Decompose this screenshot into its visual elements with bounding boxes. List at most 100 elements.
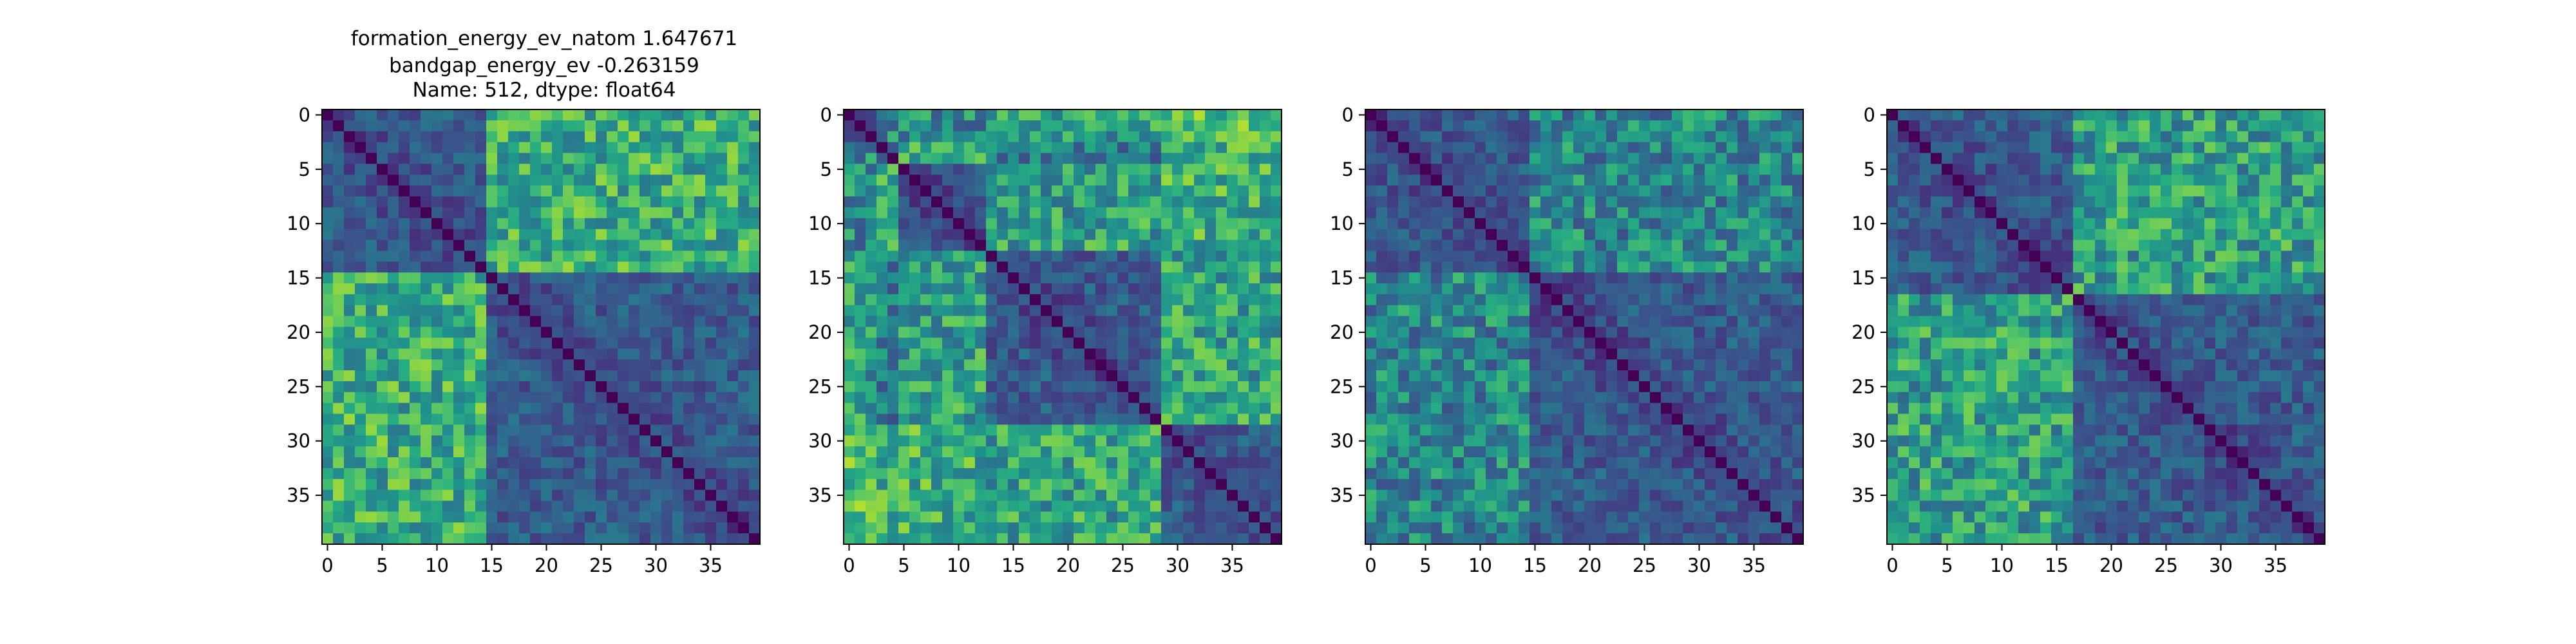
heatmap-cell: [1095, 109, 1107, 121]
heatmap-cell: [1041, 457, 1052, 469]
heatmap-cell: [1420, 435, 1432, 447]
heatmap-cell: [1139, 196, 1151, 208]
heatmap-cell: [639, 185, 651, 197]
heatmap-cell: [694, 435, 706, 447]
heatmap-cell: [1387, 109, 1399, 121]
heatmap-cell: [1453, 261, 1464, 273]
heatmap-cell: [997, 196, 1009, 208]
heatmap-cell: [1716, 446, 1727, 458]
heatmap-cell: [705, 261, 717, 273]
heatmap-cell: [1398, 109, 1410, 121]
heatmap-cell: [694, 240, 706, 251]
heatmap-cell: [2161, 120, 2172, 132]
heatmap-cell: [1573, 109, 1585, 121]
heatmap-cell: [1271, 533, 1282, 545]
heatmap-cell: [1183, 207, 1195, 219]
heatmap-cell: [1205, 153, 1217, 164]
heatmap-cell: [716, 175, 728, 186]
heatmap-cell: [1540, 468, 1552, 480]
heatmap-cell: [1508, 457, 1519, 469]
heatmap-cell: [1249, 424, 1260, 436]
heatmap-cell: [1172, 533, 1184, 545]
heatmap-cell: [1030, 294, 1041, 306]
heatmap-cell: [1161, 489, 1173, 502]
heatmap-cell: [1238, 251, 1249, 262]
heatmap-cell: [1672, 500, 1683, 512]
heatmap-cell: [1019, 272, 1030, 284]
heatmap-cell: [442, 316, 454, 328]
heatmap-cell: [486, 142, 498, 154]
heatmap-cell: [1453, 229, 1464, 241]
heatmap-cell: [953, 207, 965, 219]
heatmap-cell: [920, 294, 932, 306]
heatmap-cell: [1150, 251, 1162, 262]
heatmap-cell: [1431, 153, 1443, 164]
heatmap-cell: [727, 164, 739, 175]
heatmap-cell: [1519, 229, 1530, 241]
heatmap-cell: [1409, 468, 1421, 480]
heatmap-cell: [486, 283, 498, 295]
heatmap-cell: [629, 164, 640, 175]
heatmap-cell: [1216, 413, 1227, 425]
heatmap-cell: [1617, 522, 1629, 534]
heatmap-cell: [552, 500, 564, 512]
heatmap-cell: [574, 272, 585, 284]
heatmap-cell: [552, 392, 564, 404]
heatmap-cell: [497, 229, 509, 241]
heatmap-cell: [650, 185, 662, 197]
heatmap-cell: [975, 359, 987, 371]
heatmap-cell: [410, 348, 421, 360]
heatmap-cell: [1705, 511, 1716, 523]
heatmap-cell: [1074, 272, 1085, 284]
heatmap-cell: [530, 446, 542, 458]
heatmap-cell: [1727, 392, 1738, 404]
heatmap-cell: [355, 283, 366, 295]
heatmap-cell: [705, 392, 717, 404]
heatmap-cell: [1727, 533, 1738, 545]
heatmap-cell: [399, 424, 410, 436]
heatmap-cell: [1227, 457, 1238, 469]
heatmap-cell: [855, 533, 866, 545]
heatmap-cell: [1249, 305, 1260, 317]
heatmap-cell: [1387, 402, 1399, 415]
heatmap-cell: [1770, 120, 1782, 132]
heatmap-cell: [1249, 283, 1260, 295]
heatmap-cell: [1453, 109, 1464, 121]
heatmap-cell: [1216, 359, 1227, 371]
heatmap-cell: [898, 446, 910, 458]
heatmap-cell: [866, 337, 877, 349]
heatmap-cell: [1628, 435, 1640, 447]
heatmap-cell: [453, 402, 465, 415]
heatmap-cell: [1205, 164, 1217, 175]
heatmap-cell: [650, 381, 662, 393]
heatmap-cell: [1617, 196, 1629, 208]
heatmap-cell: [431, 435, 443, 447]
heatmap-cell: [650, 457, 662, 469]
heatmap-cell: [1216, 294, 1227, 306]
heatmap-cell: [399, 511, 410, 523]
heatmap-cell: [1117, 229, 1129, 241]
heatmap-cell: [1716, 251, 1727, 262]
heatmap-cell: [887, 446, 899, 458]
heatmap-cell: [585, 522, 596, 534]
heatmap-cell: [1139, 413, 1151, 425]
heatmap-cell: [716, 196, 728, 208]
heatmap-cell: [1606, 316, 1618, 328]
heatmap-cell: [1519, 261, 1530, 273]
heatmap-cell: [1008, 511, 1019, 523]
heatmap-cell: [366, 511, 377, 523]
heatmap-cell: [552, 251, 564, 262]
heatmap-cell: [1194, 164, 1206, 175]
heatmap-cell: [1161, 348, 1173, 360]
heatmap-cell: [1398, 153, 1410, 164]
heatmap-cell: [552, 207, 564, 219]
heatmap-cell: [1008, 261, 1019, 273]
heatmap-cell: [975, 468, 987, 480]
heatmap-cell: [727, 511, 739, 523]
heatmap-cell: [574, 164, 585, 175]
heatmap-cell: [650, 468, 662, 480]
heatmap-cell: [887, 359, 899, 371]
heatmap-cell: [541, 251, 553, 262]
heatmap-cell: [738, 457, 750, 469]
heatmap-cell: [1628, 305, 1640, 317]
